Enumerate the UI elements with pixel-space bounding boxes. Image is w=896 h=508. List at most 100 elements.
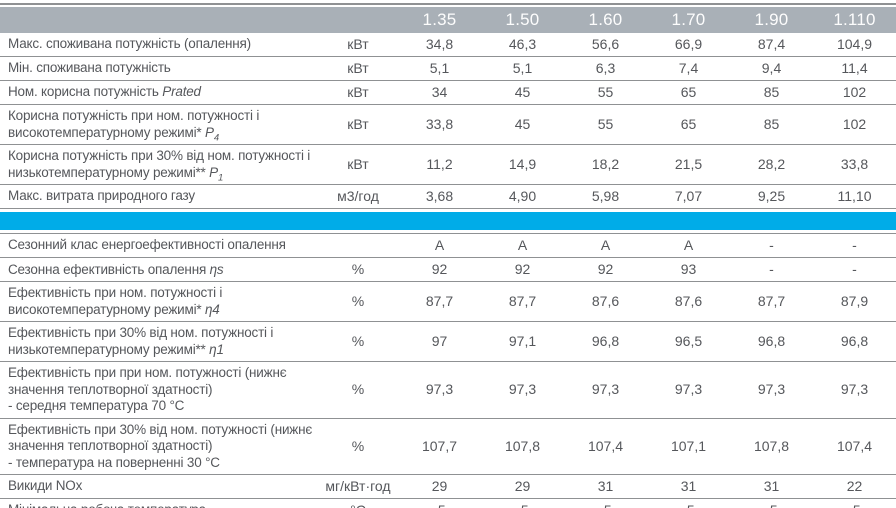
row-label: Ном. корисна потужність	[8, 84, 163, 100]
cell-value: 65	[647, 80, 730, 106]
row-label: Мінімальна робоча температура	[8, 502, 206, 508]
cell-value: 45	[481, 80, 564, 106]
cell-value: 87,7	[481, 281, 564, 323]
row-symbol: P	[205, 124, 214, 140]
cell-value: 34,8	[398, 33, 481, 58]
cell-value: 107,8	[730, 418, 813, 476]
row-symbol: ηs	[209, 261, 224, 277]
row-label-cell: Макс. споживана потужність (опалення)	[0, 33, 318, 58]
cell-value: 97,3	[564, 361, 647, 419]
row-unit: °С	[318, 498, 398, 508]
cell-value: -5	[730, 498, 813, 508]
cell-value: 21,5	[647, 144, 730, 186]
cell-value: 22	[813, 474, 896, 500]
cell-value: 97,1	[481, 321, 564, 363]
cell-value: А	[647, 233, 730, 259]
cell-value: 14,9	[481, 144, 564, 186]
column-header-model-1-60: 1.60	[564, 7, 647, 33]
cell-value: 31	[647, 474, 730, 500]
column-header-model-1-35: 1.35	[398, 7, 481, 33]
row-unit: мг/кВт·год	[318, 474, 398, 500]
cell-value: 85	[730, 104, 813, 146]
cell-value: 85	[730, 80, 813, 106]
table-row: Ефективність при при ном. потужності (ни…	[0, 361, 896, 419]
cell-value: 65	[647, 104, 730, 146]
row-label: Макс. споживана потужність (опалення)	[8, 36, 251, 52]
cell-value: 97,3	[398, 361, 481, 419]
row-label-cell: Сезонна ефективність опалення ηs	[0, 257, 318, 283]
cell-value: 11,2	[398, 144, 481, 186]
row-symbol: P	[209, 164, 218, 180]
table-row: Макс. витрата природного газу м3/год 3,68 4…	[0, 184, 896, 210]
row-unit: кВт	[318, 104, 398, 146]
cell-value: А	[564, 233, 647, 259]
cell-value: 11,10	[813, 184, 896, 210]
row-label: Викиди NOx	[8, 478, 83, 494]
cell-value: 92	[564, 257, 647, 283]
row-unit: %	[318, 281, 398, 323]
row-unit: кВт	[318, 56, 398, 82]
row-label: Корисна потужність при ном. потужності і…	[8, 108, 260, 140]
section-separator-band	[0, 212, 896, 231]
column-header-row: 1.35 1.50 1.60 1.70 1.90 1.110	[0, 7, 896, 33]
row-unit: %	[318, 418, 398, 476]
column-header-model-1-70: 1.70	[647, 7, 730, 33]
spec-table-bottom: Сезонний клас енергоефективності опаленн…	[0, 233, 896, 508]
cell-value: -5	[813, 498, 896, 508]
cell-value: 107,4	[813, 418, 896, 476]
row-label-cell: Ефективність при ном. потужності і висок…	[0, 281, 318, 323]
cell-value: 87,7	[398, 281, 481, 323]
row-symbol: η4	[205, 301, 220, 317]
cell-value: -	[730, 233, 813, 259]
cell-value: 87,7	[730, 281, 813, 323]
cell-value: 97,3	[813, 361, 896, 419]
cell-value: 56,6	[564, 33, 647, 58]
column-header-model-1-50: 1.50	[481, 7, 564, 33]
cell-value: 96,8	[564, 321, 647, 363]
cell-value: 31	[564, 474, 647, 500]
top-divider	[0, 3, 896, 5]
cell-value: -	[813, 257, 896, 283]
table-row: Макс. споживана потужність (опалення) кВт…	[0, 33, 896, 58]
cell-value: 33,8	[398, 104, 481, 146]
cell-value: 107,8	[481, 418, 564, 476]
row-label-cell: Макс. витрата природного газу	[0, 184, 318, 210]
cell-value: 6,3	[564, 56, 647, 82]
cell-value: -	[730, 257, 813, 283]
row-label-cell: Викиди NOx	[0, 474, 318, 500]
table-row: Корисна потужність при 30% від ном. поту…	[0, 144, 896, 186]
cell-value: 29	[481, 474, 564, 500]
cell-value: 97,3	[647, 361, 730, 419]
cell-value: 11,4	[813, 56, 896, 82]
cell-value: 97	[398, 321, 481, 363]
row-symbol: Prated	[162, 84, 201, 100]
column-header-model-1-110: 1.110	[813, 7, 896, 33]
cell-value: 28,2	[730, 144, 813, 186]
table-row: Ефективність при ном. потужності і висок…	[0, 281, 896, 323]
row-label-cell: Сезонний клас енергоефективності опаленн…	[0, 233, 318, 259]
cell-value: 107,4	[564, 418, 647, 476]
cell-value: 87,6	[647, 281, 730, 323]
table-row: Корисна потужність при ном. потужності і…	[0, 104, 896, 146]
cell-value: 46,3	[481, 33, 564, 58]
header-empty-label-cell	[0, 7, 318, 33]
cell-value: -5	[564, 498, 647, 508]
cell-value: 18,2	[564, 144, 647, 186]
cell-value: -	[813, 233, 896, 259]
row-label: Корисна потужність при 30% від ном. поту…	[8, 148, 311, 180]
row-unit: кВт	[318, 144, 398, 186]
cell-value: 96,8	[730, 321, 813, 363]
table-row: Ном. корисна потужність Prated кВт 34 45 55 6…	[0, 80, 896, 106]
cell-value: 93	[647, 257, 730, 283]
cell-value: 3,68	[398, 184, 481, 210]
cell-value: 96,5	[647, 321, 730, 363]
table-row: Сезонна ефективність опалення ηs% 92 92 92 9…	[0, 257, 896, 283]
cell-value: А	[398, 233, 481, 259]
table-row: Сезонний клас енергоефективності опаленн…	[0, 233, 896, 259]
row-label-cell: Ефективність при при ном. потужності (ни…	[0, 361, 318, 419]
row-unit: %	[318, 361, 398, 419]
cell-value: А	[481, 233, 564, 259]
row-symbol-subscript: 4	[213, 132, 219, 144]
row-label: Ефективність при 30% від ном. потужності…	[8, 325, 274, 357]
row-unit: кВт	[318, 80, 398, 106]
